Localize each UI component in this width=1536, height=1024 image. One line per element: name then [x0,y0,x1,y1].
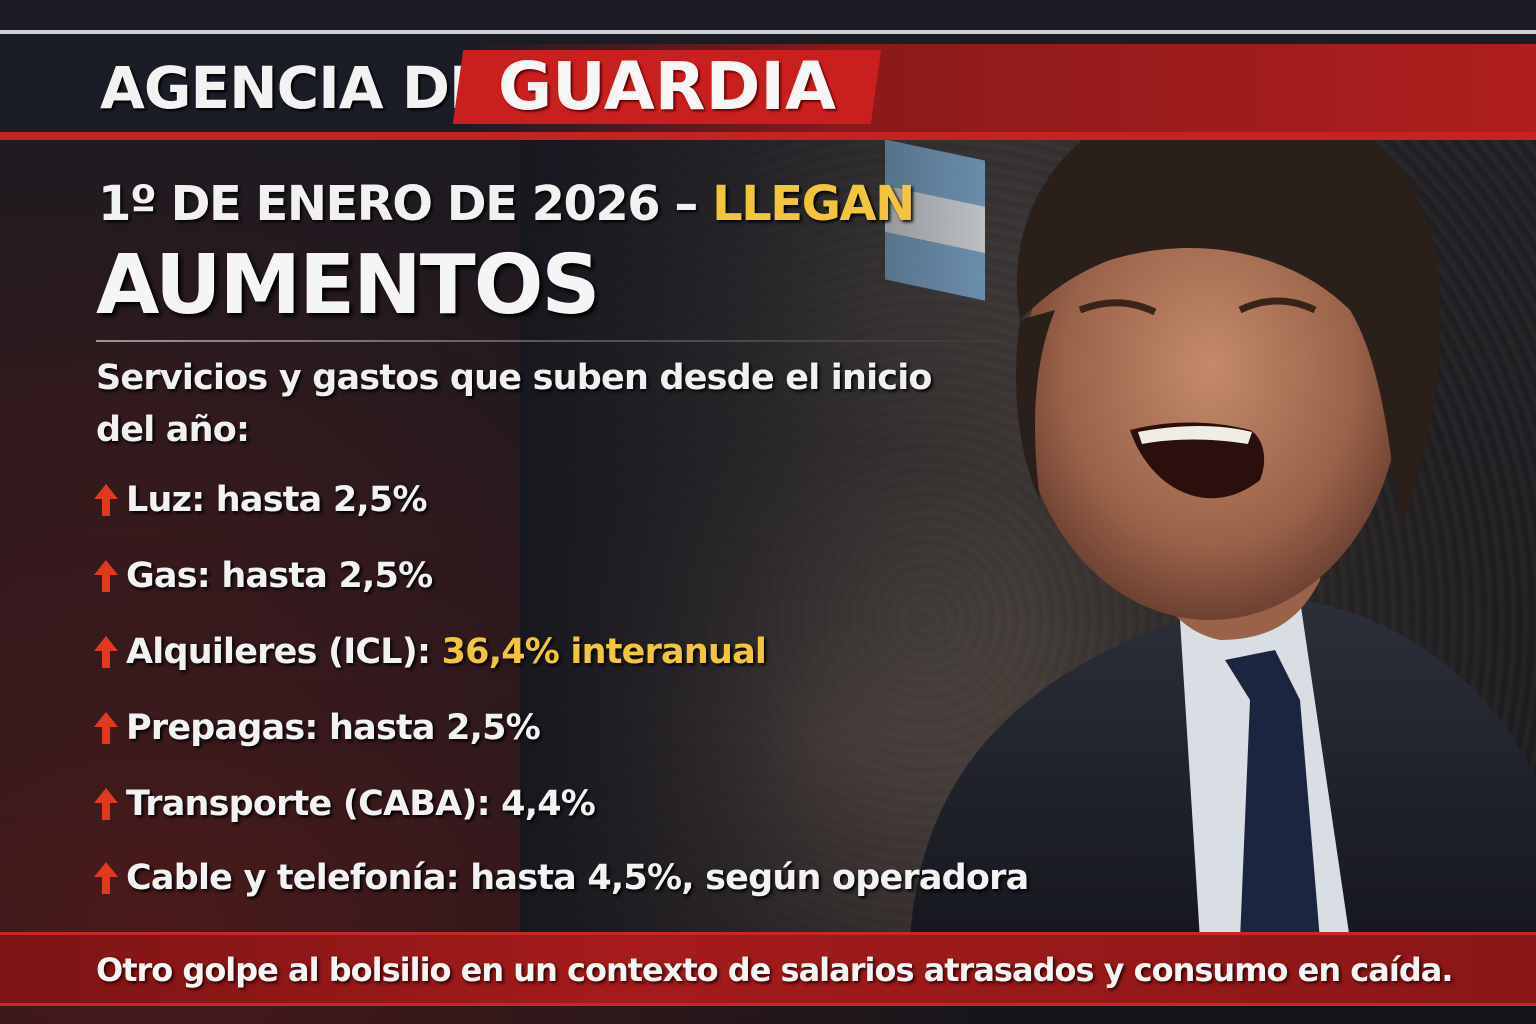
list-item-text: Cable y telefonía: hasta 4,5%, según ope… [126,858,1029,898]
list-item-text: Alquileres (ICL): [126,632,431,672]
up-arrow-icon [94,712,118,744]
list-item-highlight: 36,4% interanual [441,632,767,672]
up-arrow-icon [94,484,118,516]
up-arrow-icon [94,788,118,820]
list-item-prepagas: Prepagas: hasta 2,5% [92,698,541,758]
list-item-transporte: Transporte (CABA): 4,4% [92,774,596,834]
footer-band [0,932,1536,1006]
list-item-text: Luz: hasta 2,5% [126,480,428,520]
list-item-text: Gas: hasta 2,5% [126,556,433,596]
footer-text: Otro golpe al bolsilio en un contexto de… [96,951,1453,989]
header-accent-line [0,132,1536,140]
list-item-text: Transporte (CABA): 4,4% [126,784,596,824]
list-item-cable: Cable y telefonía: hasta 4,5%, según ope… [92,848,1029,908]
intro-text: Servicios y gastos que suben desde el in… [96,358,932,450]
brand-name-part2: GUARDIA [497,48,837,125]
background-fade [520,140,1020,940]
up-arrow-icon [94,862,118,894]
headline-date: 1º DE ENERO DE 2026 – [98,176,698,232]
list-item-alquileres: Alquileres (ICL): 36,4% interanual [92,622,767,682]
brand-name-part1: AGENCIA DE [100,54,489,122]
up-arrow-icon [94,636,118,668]
headline-line2: AUMENTOS [96,238,600,333]
divider [96,340,1026,342]
top-rule [0,30,1536,34]
up-arrow-icon [94,560,118,592]
list-item-text: Prepagas: hasta 2,5% [126,708,541,748]
headline-line1: 1º DE ENERO DE 2026 – LLEGAN [98,172,915,236]
brand-name-badge: GUARDIA [452,48,882,125]
laughing-man-photo [910,89,1536,940]
list-item-gas: Gas: hasta 2,5% [92,546,433,606]
list-item-luz: Luz: hasta 2,5% [92,470,428,530]
headline-highlight: LLEGAN [712,176,915,232]
